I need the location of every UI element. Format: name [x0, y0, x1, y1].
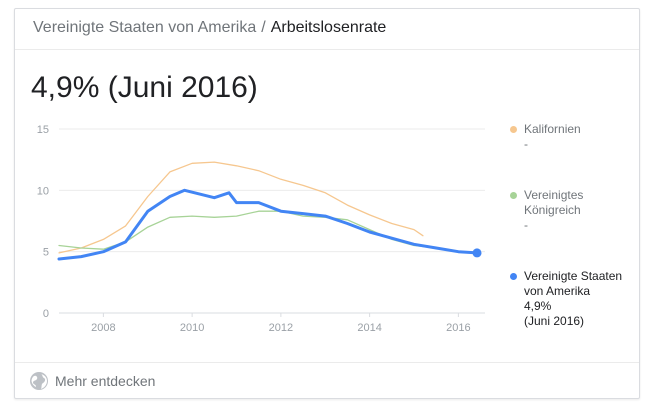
breadcrumb-separator: /	[261, 19, 266, 36]
series-line	[57, 188, 479, 261]
current-value-headline: 4,9% (Juni 2016)	[31, 71, 258, 104]
legend-item[interactable]: Vereinigte Staaten von Amerika 4,9% (Juni …	[510, 269, 635, 329]
legend-dot-icon	[510, 273, 517, 280]
x-tick-label: 2010	[180, 322, 204, 334]
y-tick-label: 10	[37, 185, 49, 197]
current-point-marker	[472, 248, 482, 258]
globe-icon	[30, 372, 48, 390]
y-tick-label: 15	[37, 124, 49, 136]
footer-divider	[15, 362, 639, 363]
explore-more-link[interactable]: Mehr entdecken	[29, 370, 155, 392]
legend-value: -	[524, 137, 528, 151]
x-tick-label: 2014	[357, 322, 381, 334]
y-tick-label: 5	[43, 247, 49, 259]
unemployment-card: Vereinigte Staaten von Amerika / Arbeitslo…	[14, 8, 640, 399]
header-divider	[15, 49, 639, 50]
legend-name: Vereinigtes Königreich	[524, 188, 584, 217]
legend-dot-icon	[510, 192, 517, 199]
legend-name: Vereinigte Staaten von Amerika	[524, 269, 623, 298]
explore-more-label: Mehr entdecken	[55, 373, 156, 389]
legend-item[interactable]: Kalifornien -	[510, 122, 635, 152]
legend-name: Kalifornien	[524, 122, 581, 136]
line-chart[interactable]: 0 5 10 15 2008 2010 2012 2014 2016	[15, 119, 495, 337]
legend-date: (Juni 2016)	[524, 314, 585, 328]
legend-value: -	[524, 218, 528, 232]
legend-item[interactable]: Vereinigtes Königreich -	[510, 188, 635, 233]
x-tick-label: 2008	[91, 322, 115, 334]
y-tick-label: 0	[43, 308, 49, 320]
series-line	[58, 161, 424, 254]
breadcrumb: Vereinigte Staaten von Amerika / Arbeitslo…	[33, 19, 386, 37]
legend-dot-icon	[510, 126, 517, 133]
breadcrumb-country-link[interactable]: Vereinigte Staaten von Amerika	[33, 19, 257, 36]
chart-legend: Kalifornien - Vereinigtes Königreich - Verei…	[510, 122, 635, 365]
legend-value: 4,9%	[524, 299, 552, 313]
x-tick-label: 2012	[269, 322, 293, 334]
breadcrumb-metric: Arbeitslosenrate	[270, 19, 387, 36]
x-tick-label: 2016	[446, 322, 470, 334]
series-line	[58, 210, 437, 250]
